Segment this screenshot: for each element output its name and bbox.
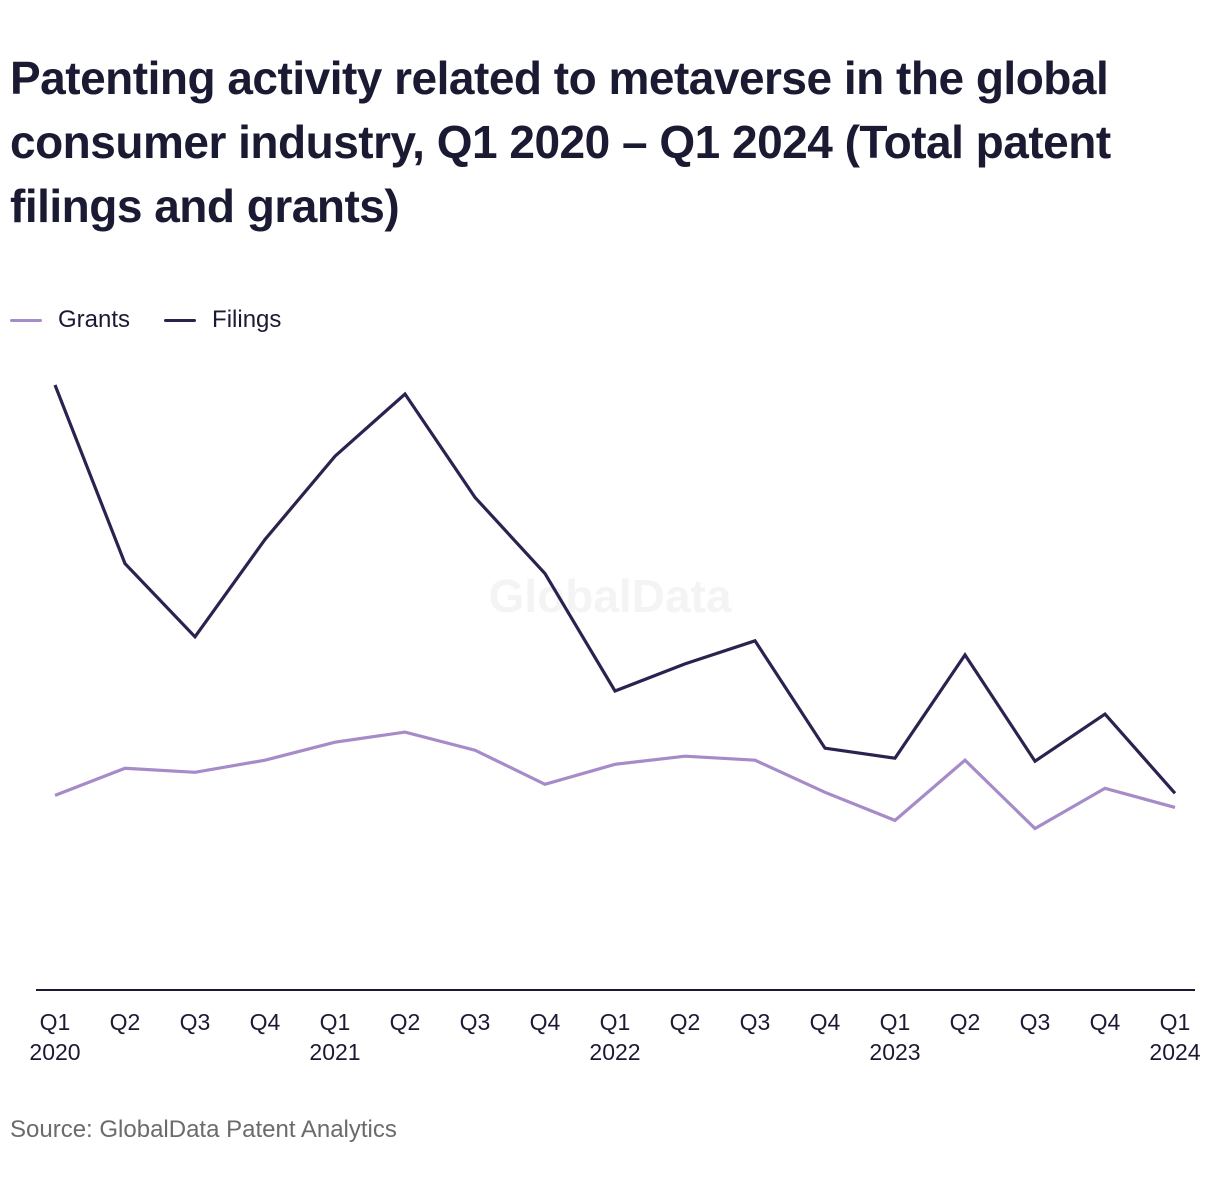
data-point-filings-0 [53, 382, 58, 387]
data-point-grants-6 [473, 748, 478, 753]
data-point-grants-15 [1103, 786, 1108, 791]
data-point-grants-8 [613, 762, 618, 767]
x-tick-label-q1-12: Q1 [880, 1009, 911, 1035]
x-tick-label-q1-16: Q1 [1160, 1009, 1191, 1035]
data-point-grants-2 [193, 770, 198, 775]
data-point-filings-2 [193, 634, 198, 639]
series-line-grants [54, 730, 1176, 831]
data-point-filings-12 [893, 756, 898, 761]
x-tick-label-q2-1: Q2 [110, 1009, 141, 1035]
x-tick-label-q1-0: Q1 [40, 1009, 71, 1035]
x-tick-label-q2-13: Q2 [950, 1009, 981, 1035]
x-tick-label-q3-6: Q3 [460, 1009, 491, 1035]
x-tick-label-q1-4: Q1 [320, 1009, 351, 1035]
x-tick-label-q3-14: Q3 [1020, 1009, 1051, 1035]
x-tick-label-q4-11: Q4 [810, 1009, 841, 1035]
series-line-filings [53, 384, 1177, 795]
chart-title: Patenting activity related to metaverse … [10, 52, 1111, 232]
data-point-filings-7 [543, 571, 548, 576]
x-tick-label-q2-9: Q2 [670, 1009, 701, 1035]
legend: Grants Filings [10, 306, 281, 334]
data-point-filings-15 [1103, 712, 1108, 717]
data-point-filings-5 [403, 392, 408, 397]
x-tick-year-2022: 2022 [589, 1039, 640, 1065]
x-tick-label-q3-2: Q3 [180, 1009, 211, 1035]
legend-label-filings: Filings [212, 306, 282, 333]
data-point-grants-12 [893, 818, 898, 823]
x-tick-label-q2-5: Q2 [390, 1009, 421, 1035]
data-point-filings-11 [823, 746, 828, 751]
data-point-grants-13 [963, 758, 968, 763]
data-point-grants-4 [333, 740, 338, 745]
data-point-filings-4 [333, 454, 338, 459]
line-chart: GlobalData Q1 2020 Q2 Q3 Q4 Q1 2021 Q2 Q3 Q4 Q1 2022… [29, 382, 1201, 1065]
data-point-filings-6 [473, 495, 478, 500]
legend-swatch-filings [164, 318, 197, 322]
data-point-filings-8 [613, 689, 618, 694]
data-point-filings-13 [963, 652, 968, 657]
data-point-grants-7 [543, 782, 548, 787]
x-tick-year-2021: 2021 [309, 1039, 360, 1065]
x-tick-label-q4-3: Q4 [250, 1009, 281, 1035]
x-tick-label-q1-8: Q1 [600, 1009, 631, 1035]
x-tick-year-2024: 2024 [1149, 1039, 1200, 1065]
data-point-filings-16 [1173, 791, 1178, 796]
data-point-grants-10 [753, 758, 758, 763]
data-point-grants-16 [1173, 805, 1178, 810]
x-tick-label-q4-15: Q4 [1090, 1009, 1121, 1035]
data-point-grants-0 [53, 793, 58, 798]
data-point-filings-3 [263, 537, 268, 542]
data-point-grants-1 [123, 766, 128, 771]
data-point-filings-14 [1033, 759, 1038, 764]
x-tick-year-2020: 2020 [29, 1039, 80, 1065]
watermark-text: GlobalData [489, 570, 732, 622]
data-point-grants-3 [263, 758, 268, 763]
data-point-filings-1 [123, 561, 128, 566]
x-tick-year-2023: 2023 [869, 1039, 920, 1065]
legend-swatch-grants [10, 318, 42, 322]
x-tick-label-q4-7: Q4 [530, 1009, 561, 1035]
legend-label-grants: Grants [58, 306, 131, 333]
legend-item-grants: Grants [10, 306, 130, 334]
data-point-grants-14 [1033, 826, 1038, 831]
data-point-grants-11 [823, 790, 828, 795]
source-note: Source: GlobalData Patent Analytics [10, 1116, 397, 1143]
legend-item-filings: Filings [164, 306, 281, 334]
data-point-grants-5 [403, 730, 408, 735]
data-point-grants-9 [683, 754, 688, 759]
x-tick-label-q3-10: Q3 [740, 1009, 771, 1035]
data-point-filings-10 [753, 638, 758, 643]
data-point-filings-9 [683, 661, 688, 666]
